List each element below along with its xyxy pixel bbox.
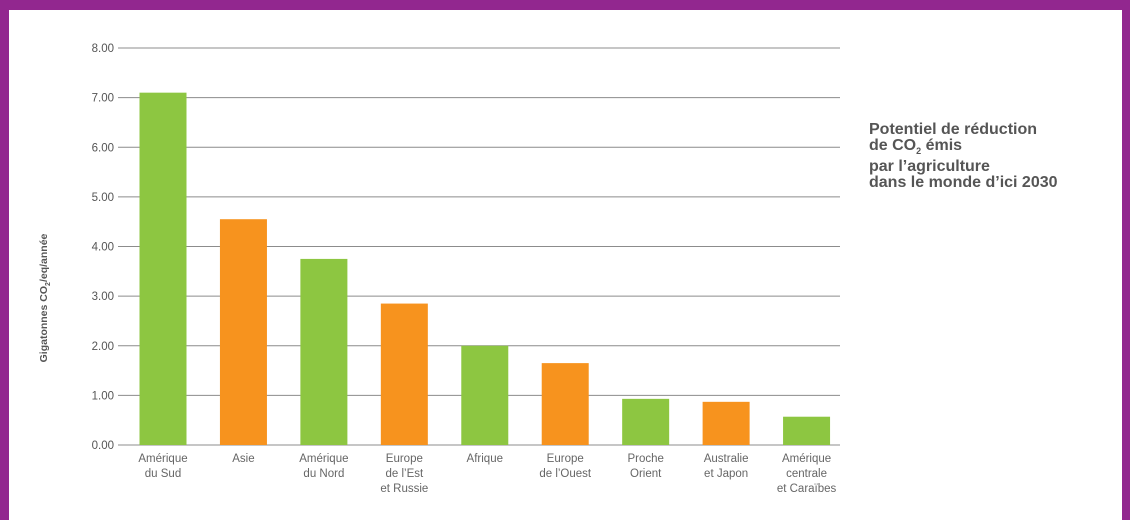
category-label-line: Proche [627,453,663,465]
category-label: Amérique du Sud [138,453,187,480]
category-label: Europe de l’Ouest [539,453,592,480]
bar [541,363,589,445]
bars [139,92,831,445]
chart-title-line: dans le monde d’ici 2030 [869,174,1058,192]
bar [139,92,187,445]
y-tick-label: 3.00 [92,291,114,303]
bar [461,345,509,445]
category-label-line: de l’Ouest [539,468,592,480]
category-label-line: du Nord [303,468,344,480]
category-label-line: et Caraïbes [777,483,837,495]
y-tick-label: 2.00 [92,341,114,353]
chart-title: Potentiel de réduction de CO2 émis par l… [869,122,1119,191]
chart-title-line: de CO2 émis [869,137,963,157]
bar [702,401,750,445]
category-label-line: du Sud [145,468,181,480]
category-label-line: Asie [232,453,254,465]
category-label-line: Australie [704,453,749,465]
bar [622,398,670,445]
category-label: Europe de l’Est et Russie [380,453,428,495]
category-label-line: centrale [786,468,827,480]
category-label: Asie [232,453,254,465]
category-label: Amérique centrale et Caraïbes [777,453,837,495]
category-label-line: Afrique [467,453,503,465]
bar [380,303,428,445]
category-label-line: de l’Est [385,468,424,480]
category-label: Amérique du Nord [299,453,348,480]
category-label: Afrique [467,453,503,465]
category-label-line: Amérique [782,453,831,465]
category-label: Proche Orient [627,453,663,480]
chart-title-line: Potentiel de réduction [869,121,1038,138]
y-axis-label: Gigatonnes CO2/eq/année [37,233,53,363]
category-labels: Amérique du Sud Asie Amérique du Nord Europe d… [138,453,836,495]
y-tick-label: 1.00 [92,390,114,402]
y-tick-label: 8.00 [92,43,114,55]
bar [300,258,348,445]
category-label-line: Amérique [299,453,348,465]
bar [783,416,831,445]
bar [219,219,267,445]
y-tick-label: 5.00 [92,192,114,204]
category-label: Australie et Japon [704,453,749,480]
category-label-line: Europe [386,453,423,465]
category-label-line: et Russie [380,483,428,495]
category-label-line: Orient [630,468,662,480]
y-tick-label: 6.00 [92,142,114,154]
y-tick-label: 7.00 [92,93,114,105]
category-label-line: et Japon [704,468,748,480]
category-label-line: Amérique [138,453,187,465]
chart-title-line: par l’agriculture [869,158,990,176]
y-tick-labels: 0.00 1.00 2.00 3.00 4.00 5.00 6.00 7.00 8.00 [92,43,114,452]
y-tick-label: 4.00 [92,242,114,254]
y-tick-label: 0.00 [92,440,114,452]
bar-chart: 0.00 1.00 2.00 3.00 4.00 5.00 6.00 7.00 8.00 Amé… [92,43,840,495]
category-label-line: Europe [547,453,584,465]
